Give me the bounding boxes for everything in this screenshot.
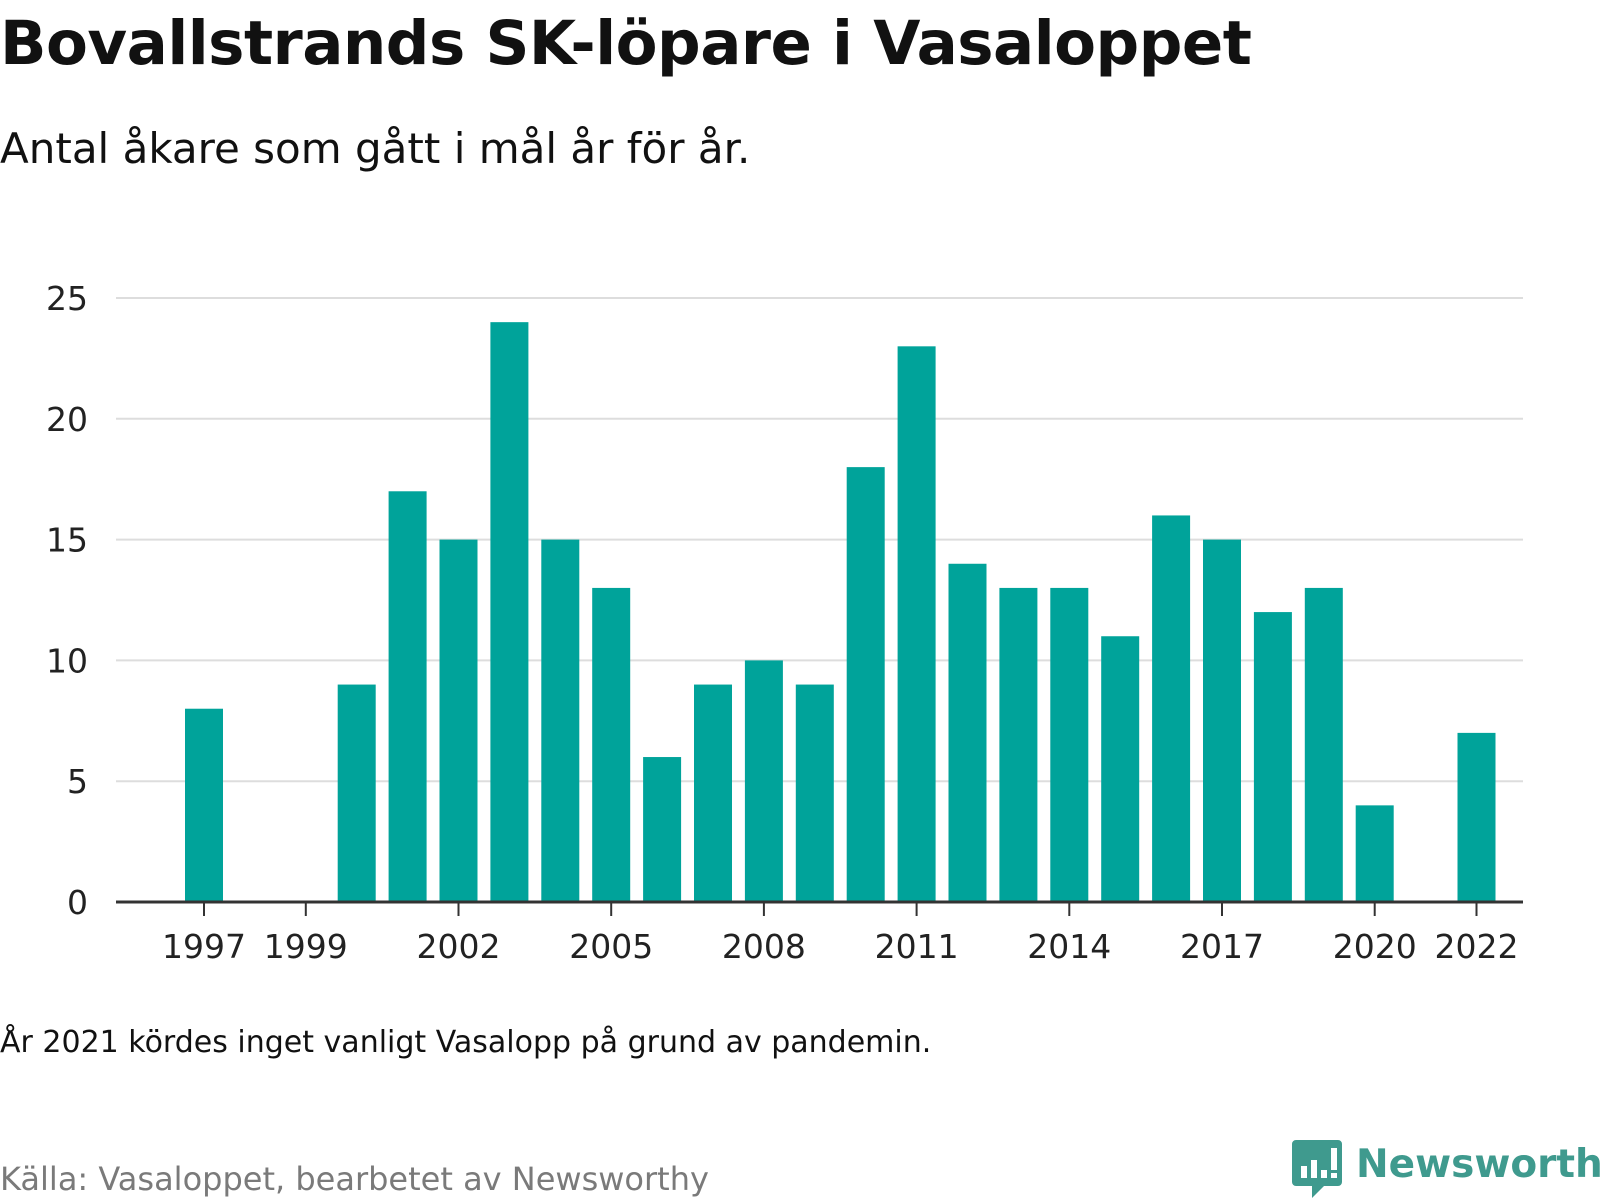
logo-bar-1 (1301, 1166, 1307, 1178)
x-tick-label-2002: 2002 (417, 927, 501, 966)
logo-dot (1331, 1173, 1337, 1178)
chart-subtitle: Antal åkare som gått i mål år för år. (0, 124, 751, 173)
bar-chart: 0 5 10 15 20 25 1997 1999 2002 2005 2008 2011 2014 2… (46, 279, 1523, 966)
newsworthy-logo-icon (1292, 1140, 1342, 1198)
bar-2002 (439, 539, 478, 902)
bar-2016 (1152, 515, 1191, 902)
logo-bar-3 (1321, 1170, 1327, 1178)
bar-2005 (592, 587, 631, 902)
bars (185, 322, 1496, 902)
source-text: Källa: Vasaloppet, bearbetet av Newswort… (0, 1160, 709, 1198)
x-tick-label-1997: 1997 (162, 927, 246, 966)
x-tick-label-2008: 2008 (722, 927, 806, 966)
bar-2019 (1304, 587, 1343, 902)
x-tick-label-1999: 1999 (264, 927, 348, 966)
x-tick-label-2014: 2014 (1027, 927, 1111, 966)
axes (116, 900, 1523, 916)
x-tick-label-2020: 2020 (1333, 927, 1417, 966)
brand-name: Newsworthy (1356, 1142, 1600, 1187)
bar-2001 (388, 491, 427, 902)
bar-2010 (846, 467, 885, 902)
x-tick-label-2017: 2017 (1180, 927, 1264, 966)
x-tick-label-2022: 2022 (1435, 927, 1519, 966)
chart-title: Bovallstrands SK-löpare i Vasaloppet (0, 8, 1252, 79)
y-tick-label-0: 0 (67, 883, 88, 922)
bar-2017 (1203, 539, 1241, 902)
bar-2015 (1101, 636, 1140, 902)
bar-2022 (1457, 732, 1496, 902)
bar-2014 (1050, 587, 1089, 902)
x-tick-label-2005: 2005 (569, 927, 653, 966)
chart-note: År 2021 kördes inget vanligt Vasalopp på… (0, 1025, 932, 1060)
bar-2009 (795, 684, 834, 902)
bar-2013 (999, 587, 1038, 902)
bar-2006 (643, 757, 682, 902)
bar-2020 (1355, 805, 1394, 902)
bar-2007 (694, 684, 732, 902)
y-tick-label-25: 25 (46, 279, 88, 318)
x-tick-labels: 1997 1999 2002 2005 2008 2011 2014 2017 2020 2022 (162, 927, 1518, 966)
y-tick-label-20: 20 (46, 400, 88, 439)
y-tick-label-10: 10 (46, 641, 88, 680)
y-tick-label-15: 15 (46, 521, 88, 560)
bar-2003 (490, 322, 529, 902)
bar-2000 (337, 684, 376, 902)
bar-2012 (948, 563, 987, 902)
bar-2018 (1253, 612, 1292, 902)
bar-2011 (897, 346, 936, 902)
bar-2008 (744, 660, 783, 902)
x-tick-label-2011: 2011 (875, 927, 959, 966)
y-tick-labels: 0 5 10 15 20 25 (46, 279, 88, 922)
y-tick-label-5: 5 (67, 762, 88, 801)
bar-2004 (541, 539, 580, 902)
bar-1997 (185, 708, 223, 902)
logo-bar-4 (1331, 1148, 1337, 1170)
logo-bar-2 (1311, 1160, 1317, 1178)
newsworthy-brand: Newsworthy (1292, 1140, 1600, 1200)
